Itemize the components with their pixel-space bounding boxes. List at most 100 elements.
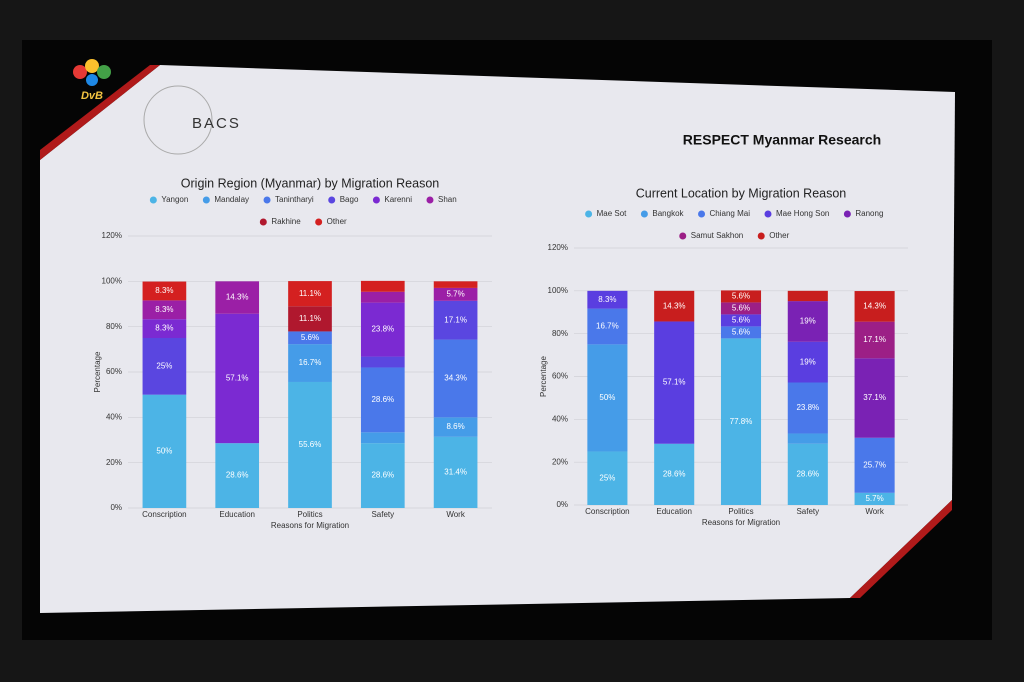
legend-label: Yangon xyxy=(161,195,188,204)
data-label: 14.3% xyxy=(863,301,886,310)
bar-segment xyxy=(787,433,828,444)
data-label: 28.6% xyxy=(371,471,394,480)
x-tick-label: Politics xyxy=(297,510,322,519)
legend-label: Tanintharyi xyxy=(275,195,314,204)
bar-segment xyxy=(433,417,478,437)
legend-label: Mandalay xyxy=(214,195,249,204)
legend-item: Tanintharyi xyxy=(263,195,314,204)
chart-title: Origin Region (Myanmar) by Migration Rea… xyxy=(181,176,439,190)
bar-segment xyxy=(142,319,187,338)
legend-swatch xyxy=(372,196,380,204)
data-label: 25.7% xyxy=(863,460,886,469)
data-label: 28.6% xyxy=(226,471,249,480)
logo-dot xyxy=(86,74,98,86)
bar-segment xyxy=(720,314,762,327)
x-axis-label: Reasons for Migration xyxy=(271,521,349,530)
data-label: 34.3% xyxy=(444,374,467,383)
legend-label: Karenni xyxy=(384,195,412,204)
logo-text: DvB xyxy=(81,90,103,102)
legend-item: Mandalay xyxy=(202,195,249,204)
bar-segment xyxy=(587,451,628,505)
data-label: 14.3% xyxy=(226,293,249,302)
data-label: 37.1% xyxy=(863,393,886,402)
data-label: 5.7% xyxy=(865,494,883,503)
x-tick-label: Work xyxy=(865,507,885,516)
data-label: 50% xyxy=(156,446,172,455)
legend-swatch xyxy=(328,196,336,204)
bar-segment xyxy=(720,326,762,339)
legend-swatch xyxy=(640,210,648,218)
legend-swatch xyxy=(202,196,210,204)
bar-segment xyxy=(787,290,828,302)
legend-swatch xyxy=(426,196,434,204)
bar-segment xyxy=(288,306,332,332)
data-label: 55.6% xyxy=(299,440,322,449)
bar-segment xyxy=(360,280,405,292)
legend-swatch xyxy=(315,218,323,226)
bar-segment xyxy=(360,302,405,357)
bar-segment xyxy=(854,358,895,438)
x-tick-label: Education xyxy=(219,510,255,519)
legend-label: Mae Sot xyxy=(597,209,628,218)
x-axis-label: Reasons for Migration xyxy=(702,518,780,527)
legend-label: Mae Hong Son xyxy=(776,209,829,218)
x-tick-label: Safety xyxy=(371,510,394,519)
data-label: 17.1% xyxy=(863,335,886,344)
org-emblem xyxy=(143,85,213,155)
page-title: RESPECT Myanmar Research xyxy=(683,132,881,148)
y-tick-label: 100% xyxy=(102,276,122,285)
bar-segment xyxy=(720,302,762,315)
y-tick-label: 60% xyxy=(552,372,568,381)
bar-segment xyxy=(288,381,332,508)
legend-item: Other xyxy=(315,217,347,226)
data-label: 8.3% xyxy=(598,295,616,304)
legend-item: Samut Sakhon xyxy=(679,231,743,240)
legend-label: Samut Sakhon xyxy=(691,231,743,240)
legend-label: Bago xyxy=(340,195,359,204)
bar-segment xyxy=(215,443,260,508)
y-tick-label: 60% xyxy=(106,367,122,376)
legend-item: Rakhine xyxy=(259,217,301,226)
legend-item: Karenni xyxy=(372,195,412,204)
bar-segment xyxy=(787,301,828,342)
y-tick-label: 40% xyxy=(106,412,122,421)
legend-label: Bangkok xyxy=(652,209,684,218)
data-label: 5.6% xyxy=(732,327,750,336)
data-label: 11.1% xyxy=(299,289,321,298)
org-name: BACS xyxy=(192,115,241,132)
data-label: 8.3% xyxy=(155,305,173,314)
bar-segment xyxy=(433,339,478,418)
bar-segment xyxy=(288,344,332,382)
x-tick-label: Conscription xyxy=(142,510,186,519)
legend-item: Bago xyxy=(328,195,359,204)
x-tick-label: Safety xyxy=(796,507,819,516)
bar-segment xyxy=(654,321,695,444)
bar-segment xyxy=(587,344,628,452)
bar-segment xyxy=(288,331,332,345)
bar-segment xyxy=(787,341,828,383)
bar-segment xyxy=(433,287,478,301)
data-label: 14.3% xyxy=(663,301,686,310)
legend-item: Chiang Mai xyxy=(698,209,750,218)
data-label: 57.1% xyxy=(663,378,686,387)
y-axis-label: Percentage xyxy=(93,351,102,392)
corner-accent xyxy=(850,500,952,598)
data-label: 5.6% xyxy=(732,304,750,313)
data-label: 50% xyxy=(599,393,615,402)
bar-segment xyxy=(654,443,695,505)
legend-swatch xyxy=(698,210,706,218)
legend-swatch xyxy=(843,210,851,218)
data-label: 28.6% xyxy=(796,469,819,478)
data-label: 31.4% xyxy=(444,468,467,477)
data-label: 28.6% xyxy=(663,469,686,478)
legend-label: Shan xyxy=(438,195,457,204)
bar-segment xyxy=(587,308,628,345)
legend-label: Ranong xyxy=(855,209,883,218)
data-label: 5.6% xyxy=(732,292,750,301)
bar-segment xyxy=(854,492,895,505)
x-tick-label: Politics xyxy=(728,507,753,516)
data-label: 17.1% xyxy=(444,315,467,324)
data-label: 25% xyxy=(599,473,615,482)
data-label: 28.6% xyxy=(371,395,394,404)
legend-item: Mae Sot xyxy=(585,209,627,218)
